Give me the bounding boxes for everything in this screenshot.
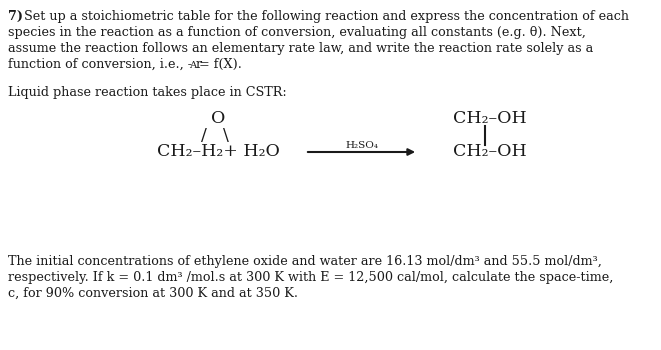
Text: A: A xyxy=(189,61,196,70)
Text: \: \ xyxy=(223,127,229,144)
Text: The initial concentrations of ethylene oxide and water are 16.13 mol/dm³ and 55.: The initial concentrations of ethylene o… xyxy=(8,255,602,268)
Text: Liquid phase reaction takes place in CSTR:: Liquid phase reaction takes place in CST… xyxy=(8,86,287,99)
Text: /: / xyxy=(201,127,207,144)
Text: = f(X).: = f(X). xyxy=(199,58,242,71)
Text: H₂SO₄: H₂SO₄ xyxy=(346,141,379,150)
Text: CH₂–OH: CH₂–OH xyxy=(453,110,527,127)
Text: function of conversion, i.e., - r: function of conversion, i.e., - r xyxy=(8,58,202,71)
Text: respectively. If k = 0.1 dm³ /mol.s at 300 K with E = 12,500 cal/mol, calculate : respectively. If k = 0.1 dm³ /mol.s at 3… xyxy=(8,271,613,284)
Text: Set up a stoichiometric table for the following reaction and express the concent: Set up a stoichiometric table for the fo… xyxy=(24,10,629,23)
Text: assume the reaction follows an elementary rate law, and write the reaction rate : assume the reaction follows an elementar… xyxy=(8,42,594,55)
Text: CH₂–OH: CH₂–OH xyxy=(453,143,527,160)
Text: species in the reaction as a function of conversion, evaluating all constants (e: species in the reaction as a function of… xyxy=(8,26,586,39)
Text: 7): 7) xyxy=(8,10,23,23)
Text: CH₂–H₂+ H₂O: CH₂–H₂+ H₂O xyxy=(157,143,280,160)
Text: c, for 90% conversion at 300 K and at 350 K.: c, for 90% conversion at 300 K and at 35… xyxy=(8,287,298,300)
Text: O: O xyxy=(211,110,225,127)
